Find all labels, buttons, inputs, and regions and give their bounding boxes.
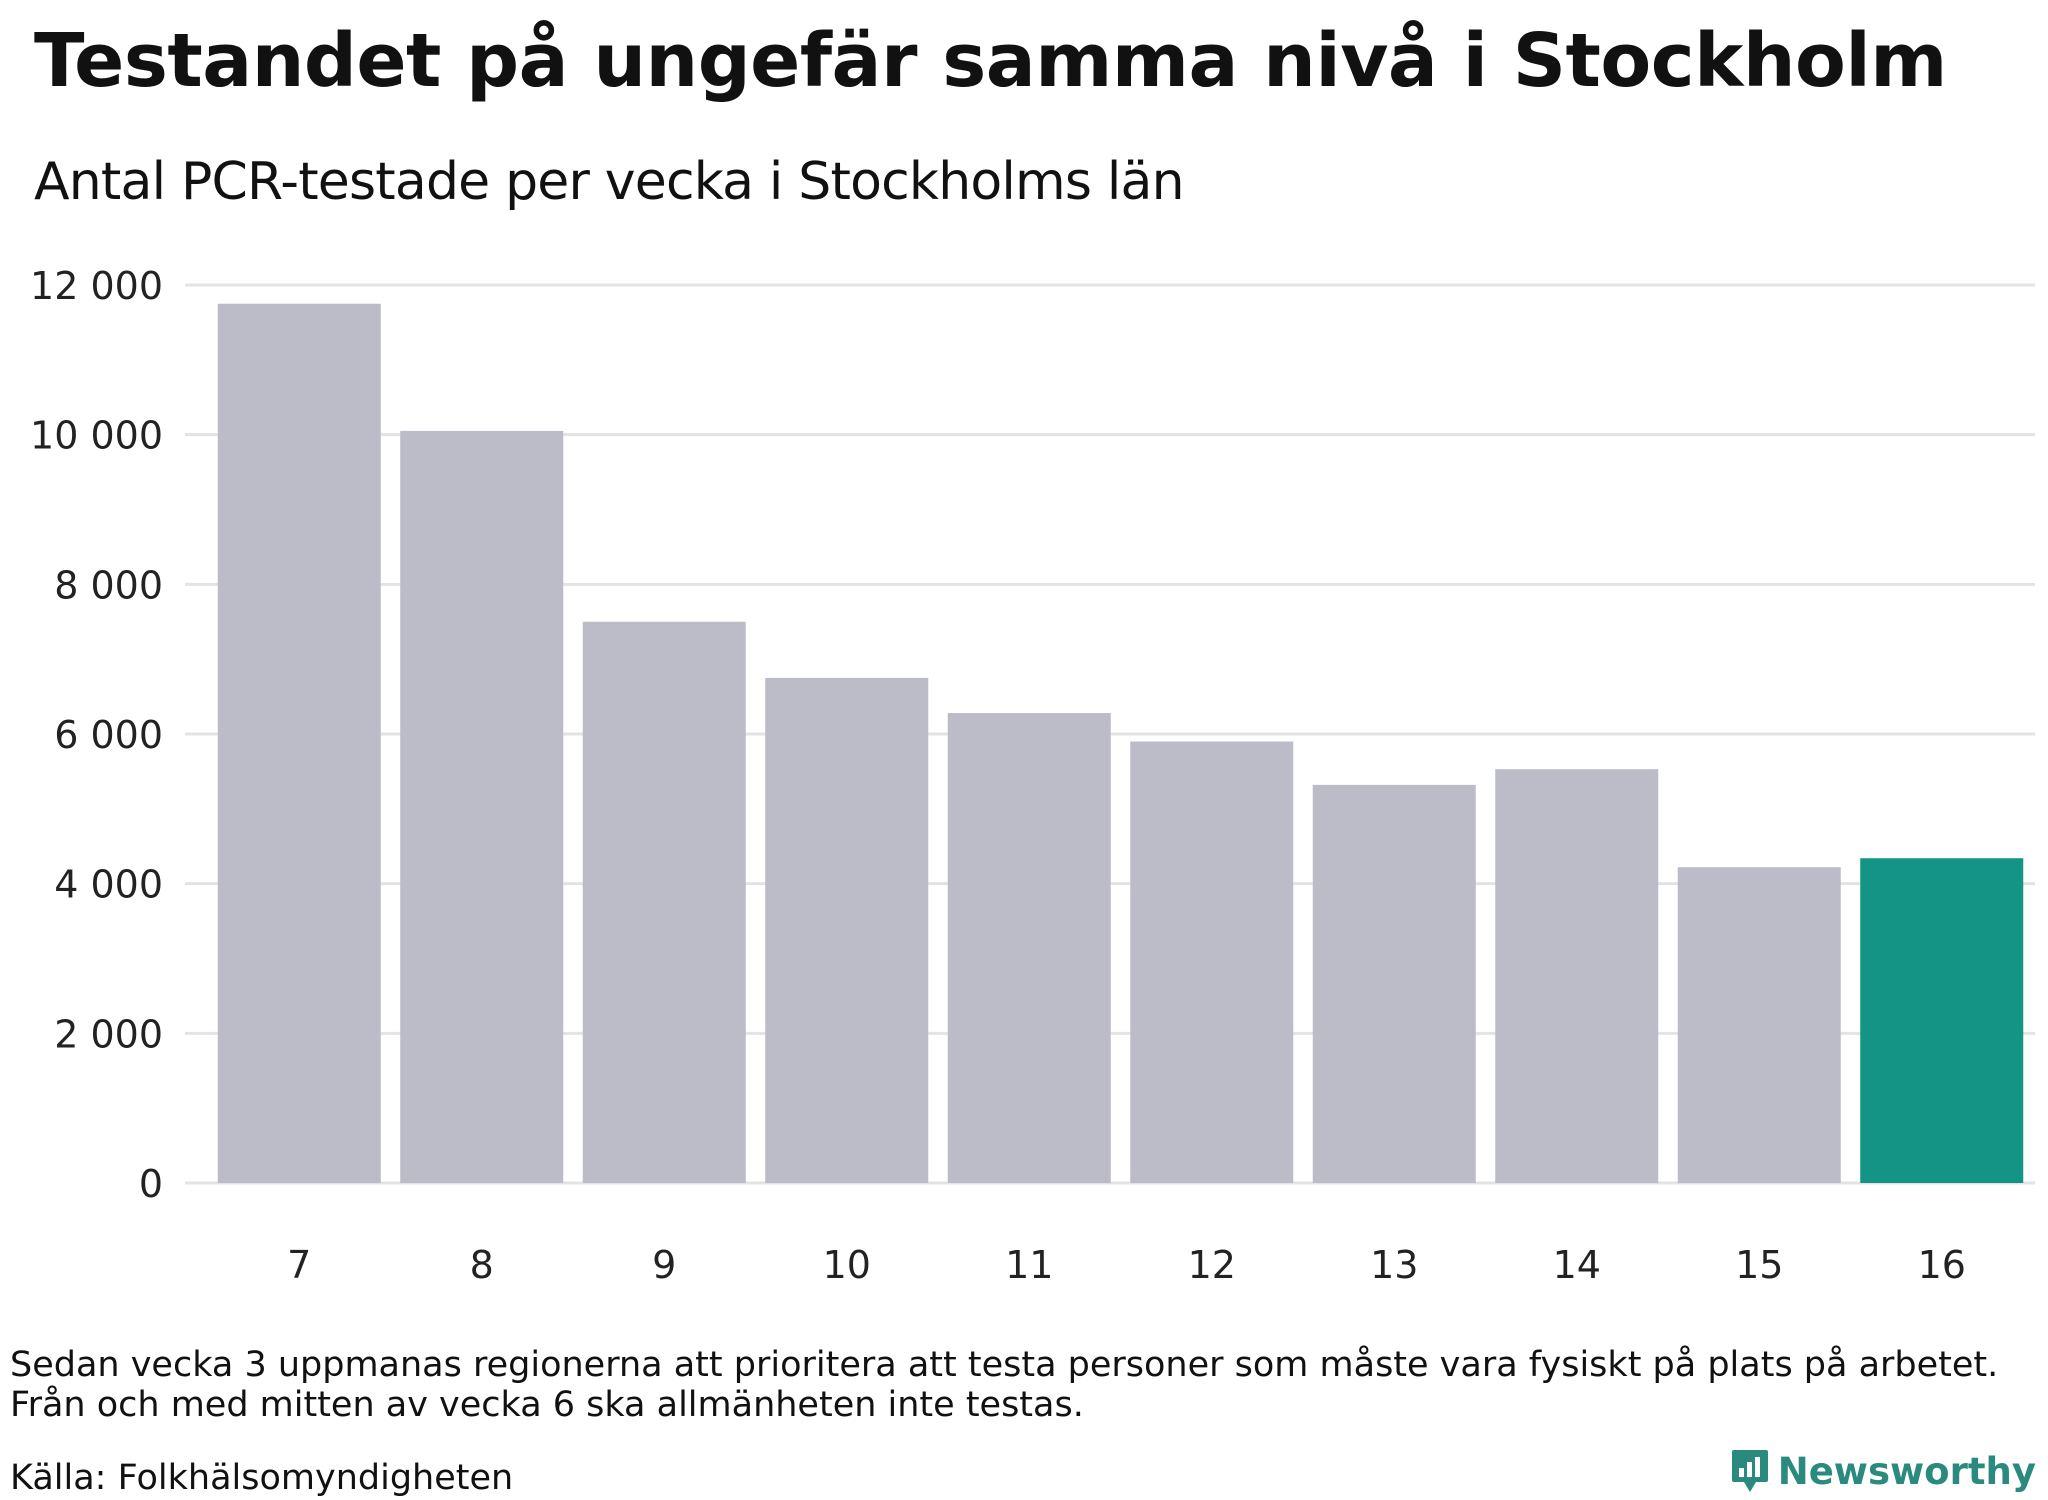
- bar-chart: 0 2 000 4 000 6 000 8 000 10 000 12 000 7 8 9 10 1…: [30, 264, 2035, 1287]
- note-line-1: Sedan vecka 3 uppmanas regionerna att pr…: [10, 1345, 1999, 1385]
- brand-name: Newsworthy: [1777, 1449, 2036, 1493]
- bar-week-12: [1130, 741, 1294, 1183]
- x-tick-label: 11: [1005, 1243, 1053, 1287]
- bars: [217, 303, 2024, 1183]
- y-tick-label: 6 000: [54, 713, 163, 757]
- chart-title: Testandet på ungefär samma nivå i Stockh…: [34, 18, 1947, 104]
- bar-week-11: [947, 713, 1111, 1183]
- y-tick-label: 8 000: [54, 563, 163, 607]
- y-tick-label: 10 000: [30, 414, 163, 458]
- bar-week-16: [1860, 858, 2024, 1183]
- x-tick-label: 10: [823, 1243, 871, 1287]
- x-tick-label: 15: [1735, 1243, 1783, 1287]
- bar-week-15: [1677, 867, 1841, 1183]
- x-axis-tick-labels: 7 8 9 10 11 12 13 14 15 16: [287, 1243, 1966, 1287]
- y-tick-label: 2 000: [54, 1012, 163, 1056]
- y-tick-label: 4 000: [54, 863, 163, 907]
- bar-week-7: [217, 303, 381, 1183]
- x-tick-label: 7: [287, 1243, 311, 1287]
- x-tick-label: 9: [652, 1243, 676, 1287]
- bar-week-9: [582, 621, 746, 1183]
- chart-note: Sedan vecka 3 uppmanas regionerna att pr…: [10, 1345, 1998, 1425]
- y-axis-tick-labels: 0 2 000 4 000 6 000 8 000 10 000 12 000: [30, 264, 163, 1206]
- bar-week-10: [765, 677, 929, 1183]
- bar-week-14: [1495, 769, 1659, 1183]
- chart-subtitle: Antal PCR-testade per vecka i Stockholms…: [34, 152, 1185, 212]
- newsworthy-logo-icon: [1731, 1450, 1768, 1492]
- y-tick-label: 12 000: [30, 264, 163, 308]
- x-tick-label: 12: [1188, 1243, 1236, 1287]
- x-tick-label: 16: [1918, 1243, 1966, 1287]
- source-label: Källa: Folkhälsomyndigheten: [10, 1458, 514, 1498]
- bar-week-13: [1312, 784, 1476, 1183]
- bar-week-8: [400, 430, 564, 1183]
- note-line-2: Från och med mitten av vecka 6 ska allmä…: [10, 1385, 1084, 1425]
- x-tick-label: 14: [1553, 1243, 1601, 1287]
- y-tick-label: 0: [139, 1162, 163, 1206]
- brand-logo: Newsworthy: [1730, 1448, 2036, 1494]
- x-tick-label: 8: [470, 1243, 494, 1287]
- x-tick-label: 13: [1370, 1243, 1418, 1287]
